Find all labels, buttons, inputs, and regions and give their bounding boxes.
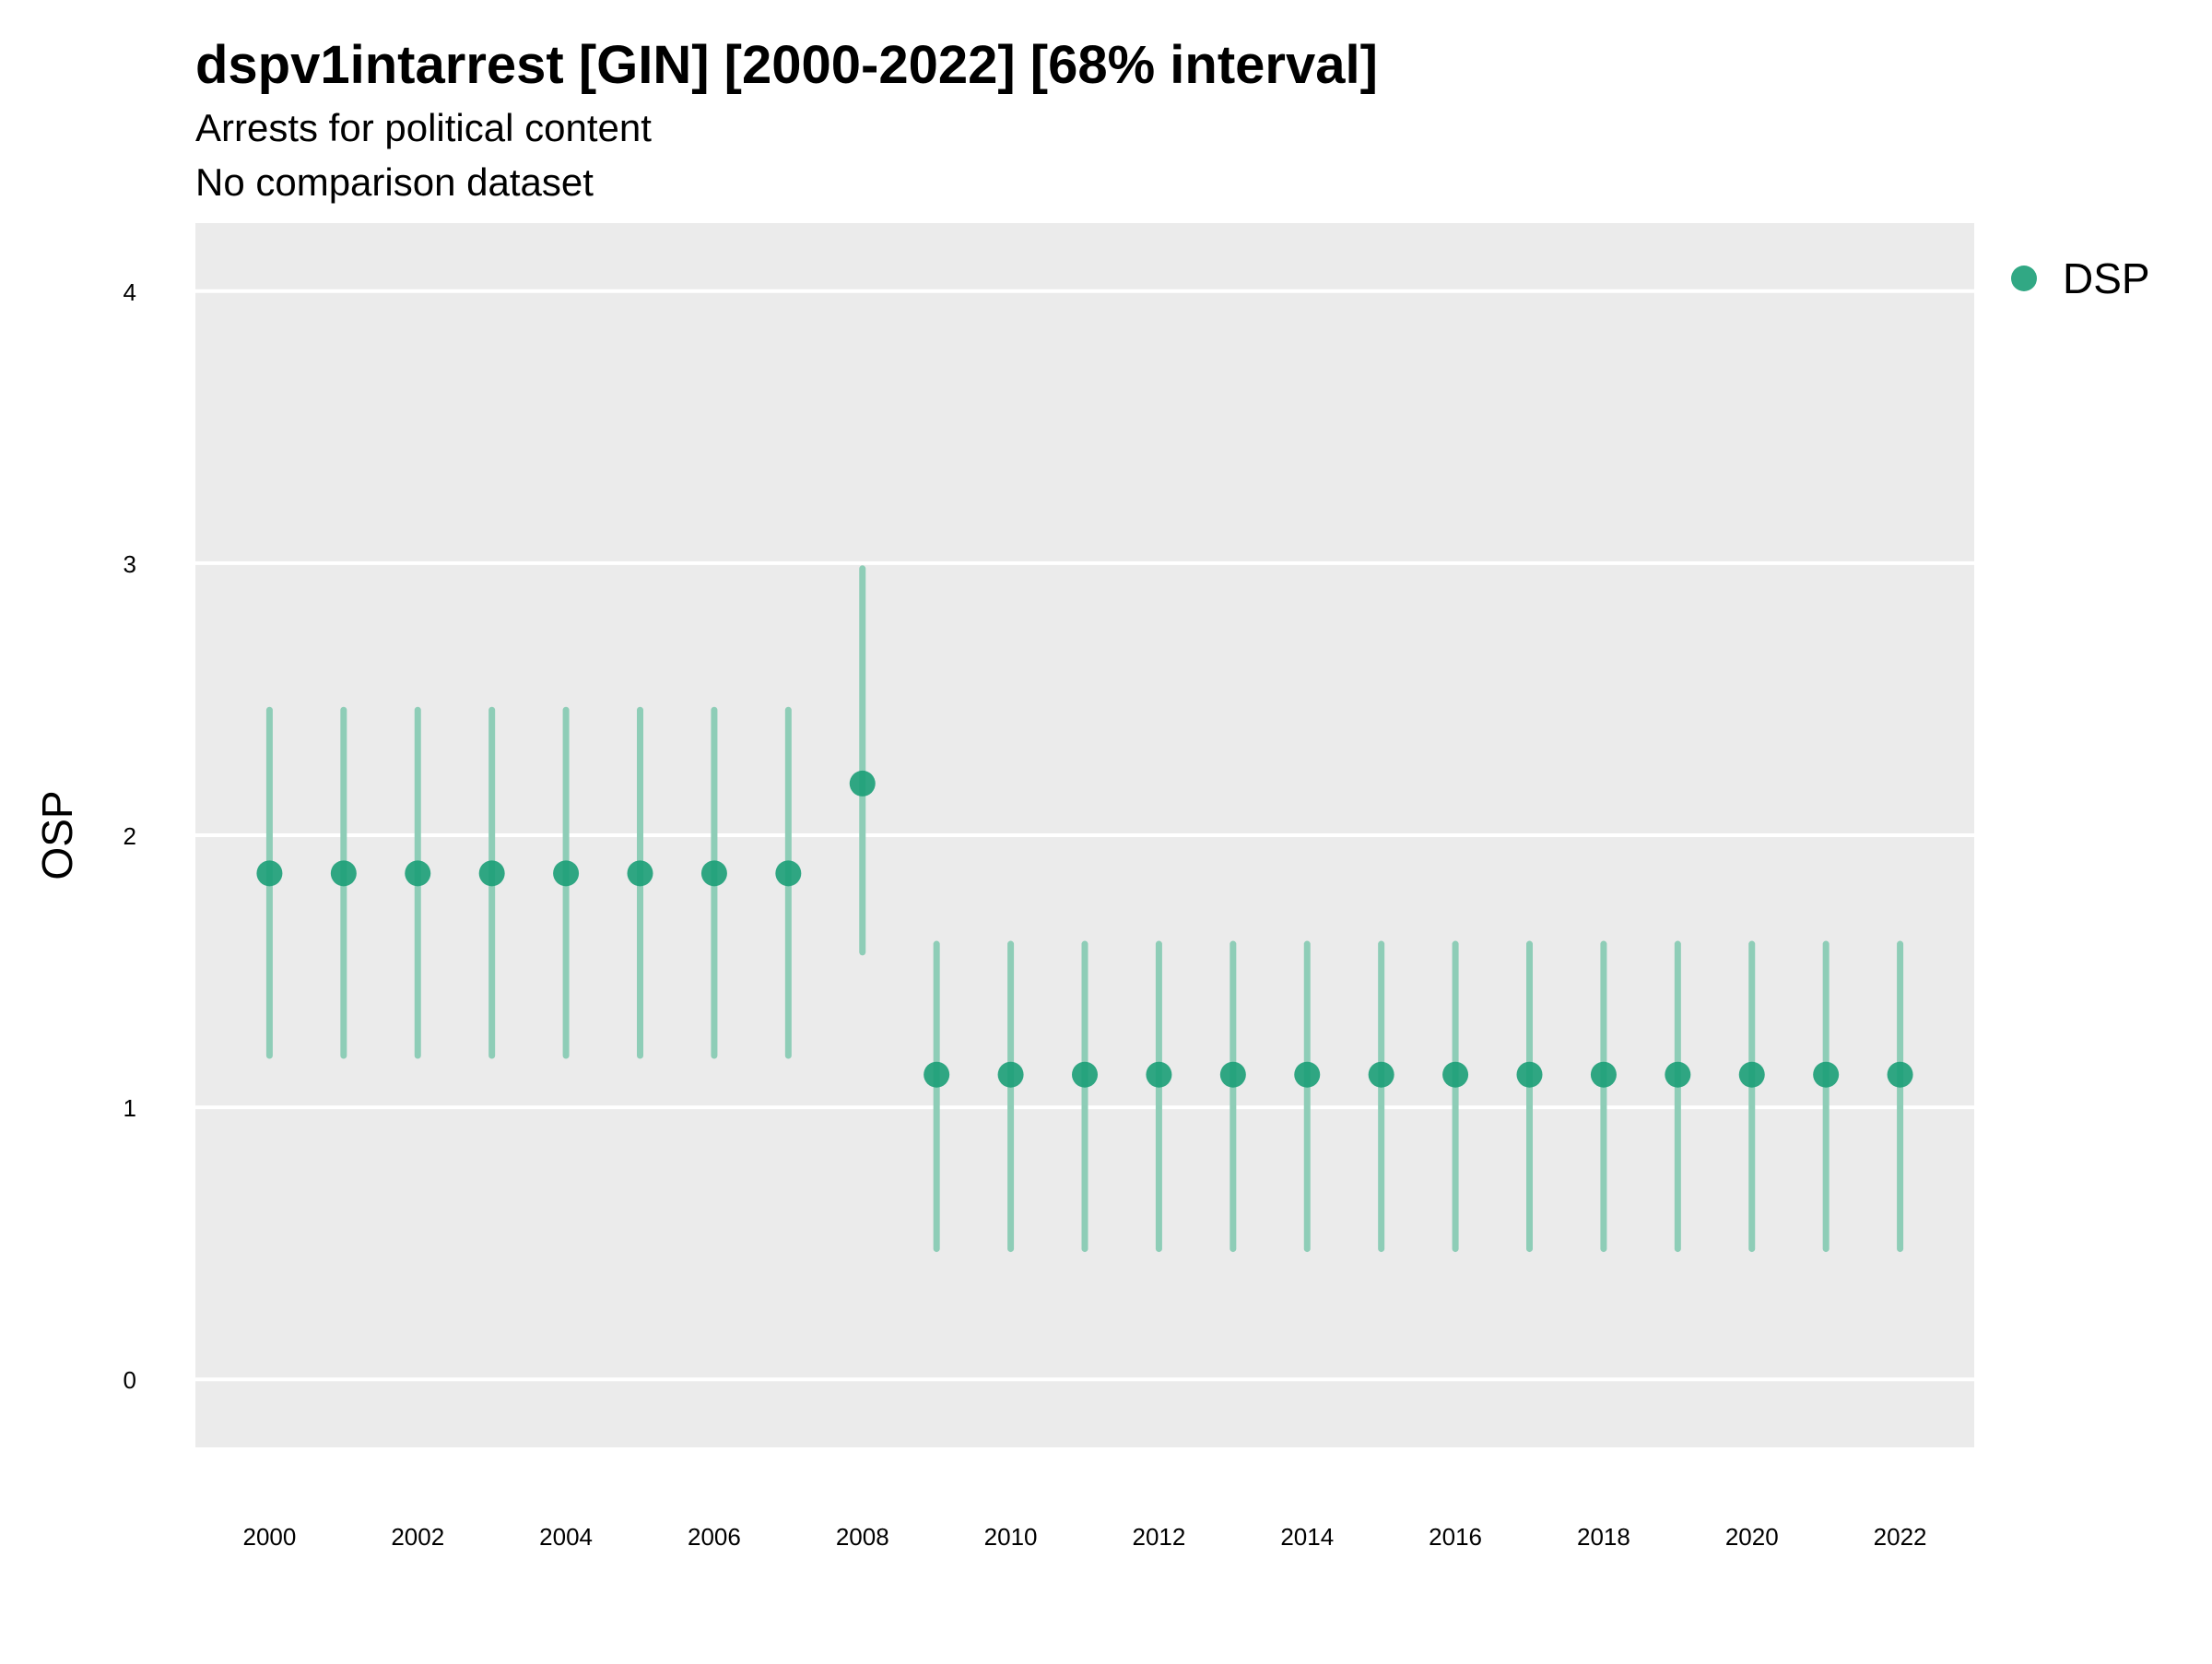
x-tick-label-2014: 2014: [1280, 1523, 1334, 1551]
chart-subtitle-line-2: No comparison dataset: [195, 160, 594, 204]
legend: DSP: [2011, 254, 2150, 302]
x-tick-label-2002: 2002: [391, 1523, 444, 1551]
x-tick-label-2016: 2016: [1429, 1523, 1482, 1551]
data-point-dsp-2008: [849, 770, 876, 797]
y-tick-label-2: 2: [124, 822, 136, 850]
data-point-dsp-2006: [700, 860, 727, 887]
data-point-dsp-2012: [1146, 1061, 1172, 1088]
x-tick-label-2006: 2006: [688, 1523, 741, 1551]
chart-title: dspv1intarrest [GIN] [2000-2022] [68% in…: [195, 35, 1378, 95]
data-point-dsp-2019: [1665, 1061, 1691, 1088]
y-tick-label-4: 4: [124, 278, 136, 306]
data-point-dsp-2005: [627, 860, 653, 887]
y-axis-label: OSP: [33, 790, 81, 879]
data-point-dsp-2011: [1072, 1061, 1098, 1088]
chart-subtitle-line-1: Arrests for political content: [195, 106, 652, 149]
x-tick-label-2008: 2008: [836, 1523, 889, 1551]
y-tick-labels: 0 1 2 3 4: [124, 278, 136, 1394]
y-tick-label-0: 0: [124, 1366, 136, 1394]
data-point-dsp-2021: [1813, 1061, 1840, 1088]
x-tick-label-2004: 2004: [539, 1523, 593, 1551]
x-tick-label-2022: 2022: [1874, 1523, 1927, 1551]
legend-label-dsp: DSP: [2063, 254, 2150, 302]
data-points: [256, 770, 1913, 1088]
data-point-dsp-2014: [1294, 1061, 1321, 1088]
x-tick-label-2010: 2010: [984, 1523, 1038, 1551]
data-point-dsp-2022: [1887, 1061, 1913, 1088]
data-point-dsp-2013: [1219, 1061, 1246, 1088]
data-point-dsp-2007: [775, 860, 802, 887]
x-tick-label-2000: 2000: [242, 1523, 296, 1551]
x-tick-label-2012: 2012: [1132, 1523, 1185, 1551]
data-point-dsp-2020: [1738, 1061, 1765, 1088]
data-point-dsp-2001: [330, 860, 357, 887]
data-point-dsp-2009: [924, 1061, 950, 1088]
y-tick-label-3: 3: [124, 550, 136, 578]
legend-marker-dsp: [2011, 266, 2037, 291]
data-point-dsp-2016: [1442, 1061, 1469, 1088]
data-point-dsp-2000: [256, 860, 283, 887]
data-point-dsp-2018: [1590, 1061, 1617, 1088]
y-tick-label-1: 1: [124, 1094, 136, 1122]
data-point-dsp-2017: [1516, 1061, 1543, 1088]
data-point-dsp-2004: [553, 860, 580, 887]
data-point-dsp-2002: [405, 860, 431, 887]
data-point-dsp-2015: [1368, 1061, 1394, 1088]
data-point-dsp-2010: [997, 1061, 1024, 1088]
x-tick-label-2020: 2020: [1725, 1523, 1779, 1551]
data-point-dsp-2003: [478, 860, 505, 887]
x-tick-label-2018: 2018: [1577, 1523, 1630, 1551]
x-tick-labels: 2000 2002 2004 2006 2008 2010 2012 2014 2016 2018…: [242, 1523, 1926, 1551]
